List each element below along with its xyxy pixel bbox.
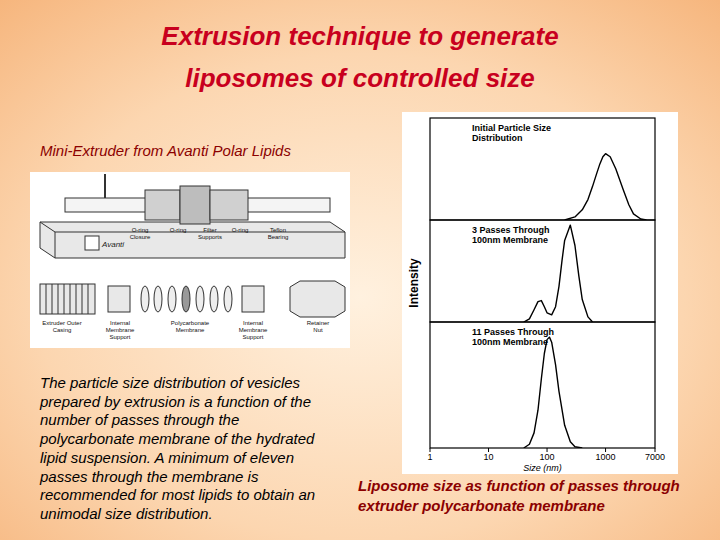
body-text: unimodal size distribution. bbox=[40, 505, 213, 522]
base-edge bbox=[55, 232, 345, 233]
thread bbox=[64, 284, 65, 314]
part-label: Supports bbox=[198, 234, 222, 240]
ring bbox=[154, 286, 162, 312]
panel-frame bbox=[430, 118, 655, 220]
part-label: Bearing bbox=[268, 234, 289, 240]
plot-area bbox=[565, 154, 647, 220]
thread bbox=[82, 284, 83, 314]
title: Extrusion technique to generate bbox=[161, 21, 558, 51]
thread bbox=[70, 284, 71, 314]
part-label: Internal bbox=[243, 320, 263, 326]
part-label: Membrane bbox=[176, 327, 205, 333]
housing bbox=[180, 186, 210, 224]
caption: extruder polycarbonate membrane bbox=[358, 497, 605, 514]
panel: Initial Particle SizeDistribution Intensi… bbox=[407, 118, 655, 308]
body-text: polycarbonate membrane of the hydrated bbox=[39, 430, 315, 447]
thread bbox=[88, 284, 89, 314]
housing bbox=[210, 190, 248, 220]
extruder-diagram: AvantiO-ringClosureO-ringFilterSupportsO… bbox=[30, 172, 350, 348]
part-label: Polycarbonate bbox=[171, 320, 210, 326]
body-text: prepared by extrusion is a function of t… bbox=[39, 393, 311, 410]
retainer-nut bbox=[290, 281, 345, 317]
part-label: Closure bbox=[130, 234, 151, 240]
syringe-left bbox=[65, 198, 150, 212]
ring bbox=[196, 286, 204, 312]
panel: 11 Passes Through100nm Membrane 1 10 100 100… bbox=[427, 322, 665, 473]
base-edge bbox=[55, 232, 56, 258]
part-label: O-ring bbox=[132, 227, 149, 233]
background bbox=[0, 0, 720, 540]
thread bbox=[52, 284, 53, 314]
panel-title: 100nm Membrane bbox=[472, 337, 548, 347]
plunger bbox=[104, 174, 106, 198]
panel-title: 100nm Membrane bbox=[472, 235, 548, 245]
ring bbox=[182, 286, 190, 312]
panel-title: 3 Passes Through bbox=[472, 225, 550, 235]
size-distribution bbox=[524, 337, 583, 448]
tick-label: 100 bbox=[540, 452, 555, 462]
chart-bg bbox=[402, 112, 678, 474]
part-label: Extruder Outer bbox=[42, 320, 81, 326]
part-label: O-ring bbox=[170, 227, 187, 233]
diagram-bg bbox=[30, 172, 350, 348]
thread bbox=[46, 284, 47, 314]
part-label: Nut bbox=[313, 327, 323, 333]
housing bbox=[145, 190, 180, 220]
title: liposomes of controlled size bbox=[185, 63, 535, 93]
body-text: passes through the membrane is bbox=[39, 468, 259, 485]
thread bbox=[76, 284, 77, 314]
plot-area bbox=[524, 337, 583, 448]
y-axis-label: Intensity bbox=[407, 258, 421, 308]
body-text: recommended for most lipids to obtain an bbox=[40, 486, 315, 503]
brand: Avanti bbox=[101, 240, 124, 249]
panel: 3 Passes Through100nm Membrane bbox=[430, 220, 655, 322]
part-label: Membrane bbox=[239, 327, 268, 333]
membrane-support bbox=[108, 286, 130, 312]
membrane-support bbox=[242, 286, 264, 312]
body-text: number of passes through the bbox=[40, 411, 239, 428]
panel-frame bbox=[430, 220, 655, 322]
x-axis-label: Size (nm) bbox=[523, 463, 562, 473]
part-label: Casing bbox=[53, 327, 72, 333]
panel-title: 11 Passes Through bbox=[472, 327, 554, 337]
panel-title: Initial Particle Size bbox=[472, 123, 551, 133]
panel-title: Distribution bbox=[472, 133, 523, 143]
badge bbox=[85, 236, 99, 250]
ring bbox=[224, 286, 232, 312]
slide: Extrusion technique to generate liposomes… bbox=[0, 0, 720, 540]
part-label: Support bbox=[109, 334, 130, 340]
part-label: Internal bbox=[110, 320, 130, 326]
panel-frame bbox=[430, 322, 655, 448]
part-label: Teflon bbox=[270, 227, 286, 233]
tick-label: 1000 bbox=[596, 452, 616, 462]
syringe-right bbox=[245, 198, 330, 212]
subtitle: Mini-Extruder from Avanti Polar Lipids bbox=[40, 142, 291, 159]
size-distribution bbox=[565, 154, 647, 220]
ring bbox=[141, 286, 149, 312]
body-text: The particle size distribution of vesicl… bbox=[40, 374, 301, 391]
body-text: lipid suspension. A minimum of eleven bbox=[40, 449, 294, 466]
tick-label: 7000 bbox=[645, 452, 665, 462]
part-label: Membrane bbox=[106, 327, 135, 333]
part-label: O-ring bbox=[232, 227, 249, 233]
tick-label: 1 bbox=[427, 452, 432, 462]
outer-casing bbox=[40, 284, 95, 314]
caption: Liposome size as function of passes thro… bbox=[358, 477, 680, 494]
part-label: Support bbox=[242, 334, 263, 340]
base-edge bbox=[40, 222, 55, 232]
part-label: Retainer bbox=[307, 320, 330, 326]
part-label: Filter bbox=[203, 227, 216, 233]
ring bbox=[168, 286, 176, 312]
tick-label: 10 bbox=[484, 452, 494, 462]
base-block bbox=[40, 222, 345, 258]
thread bbox=[58, 284, 59, 314]
ring bbox=[210, 286, 218, 312]
